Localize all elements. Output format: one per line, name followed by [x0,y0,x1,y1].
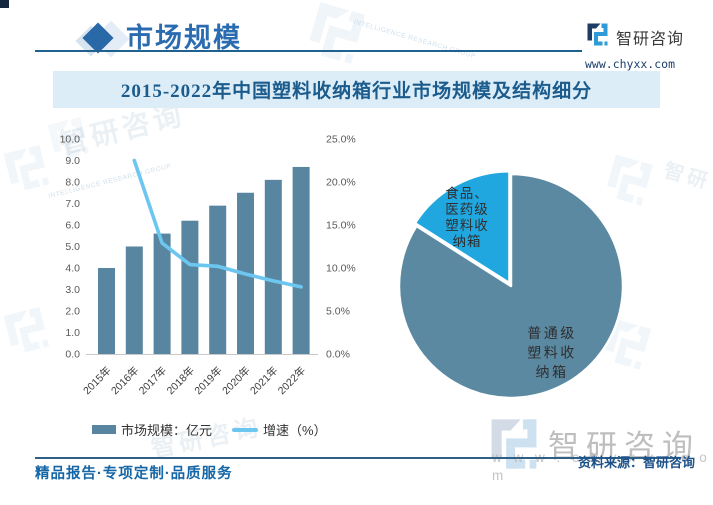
svg-text:3.0: 3.0 [65,284,80,296]
svg-text:2021年: 2021年 [247,364,280,397]
svg-text:7.0: 7.0 [65,198,80,210]
svg-text:2.0: 2.0 [65,306,80,318]
growth-line [132,158,303,289]
bar-2018年 [181,220,199,354]
svg-text:2015年: 2015年 [80,364,113,397]
bar-2021年 [264,179,282,354]
svg-text:2020年: 2020年 [219,364,252,397]
watermark: 智研 [661,159,713,195]
svg-text:2017年: 2017年 [136,364,169,397]
pie-label-1: 食品、医药级塑料收纳箱 [445,185,489,249]
pie-slice-0 [397,172,625,400]
footer-slogan: 精品报告·专项定制·品质服务 [35,466,233,482]
header-divider [35,50,582,52]
svg-text:0.0%: 0.0% [326,349,350,361]
bar-2017年 [153,233,171,354]
chart-legend: 市场规模：亿元 增速（%） [92,420,327,439]
bar-2016年 [125,246,143,354]
brand-block: 智研咨询 www.chyxx.com [585,22,695,71]
footer-divider [35,457,680,459]
svg-text:20.0%: 20.0% [326,177,356,189]
page-header: 市场规模 智研咨询 www.chyxx.com [0,0,713,71]
svg-text:2019年: 2019年 [192,364,225,397]
svg-text:4.0: 4.0 [65,263,80,275]
svg-text:10.0%: 10.0% [326,263,356,275]
line-swatch [232,427,259,432]
svg-text:8.0: 8.0 [65,177,80,189]
svg-text:5.0: 5.0 [65,241,80,253]
chart-title: 2015-2022年中国塑料收纳箱行业市场规模及结构细分 [120,81,593,102]
legend-label: 增速（%） [263,423,327,438]
chart-title-banner: 2015-2022年中国塑料收纳箱行业市场规模及结构细分 [53,71,660,108]
pie-label-0: 普通级塑料收纳箱 [527,325,577,380]
structure-pie-chart: 普通级塑料收纳箱 食品、医药级塑料收纳箱 [397,171,625,400]
svg-text:2018年: 2018年 [164,364,197,397]
data-source: 资料来源：智研咨询 [577,455,695,470]
bar-2022年 [292,166,310,354]
corner-mark [0,0,9,8]
svg-text:6.0: 6.0 [65,220,80,232]
zhiyan-logo-icon [587,23,608,46]
svg-text:25.0%: 25.0% [326,134,356,146]
legend-label: 市场规模：亿元 [121,423,213,438]
market-size-combo-chart: 0.0 1.0 2.0 3.0 4.0 5.0 6.0 7.0 8.0 9.0 10.0 0.0% 5.… [60,134,356,398]
brand-logo-icon [585,22,610,52]
legend-item-market-size: 市场规模：亿元 [92,420,212,439]
page-title: 市场规模 [126,23,242,53]
svg-text:10.0: 10.0 [60,134,81,146]
svg-text:2016年: 2016年 [108,364,141,397]
svg-text:9.0: 9.0 [65,155,80,167]
bar-2015年 [98,268,115,354]
brand-name: 智研咨询 [616,31,685,48]
svg-text:5.0%: 5.0% [326,306,350,318]
brand-website: www.chyxx.com [585,57,676,71]
pie-slice-1 [413,171,511,285]
svg-text:2022年: 2022年 [275,364,308,397]
svg-text:0.0: 0.0 [65,349,80,361]
bar-swatch [92,425,116,434]
svg-text:1.0: 1.0 [65,327,80,339]
svg-text:15.0%: 15.0% [326,220,356,232]
legend-item-growth: 增速（%） [232,420,327,439]
bar-2019年 [209,205,227,354]
